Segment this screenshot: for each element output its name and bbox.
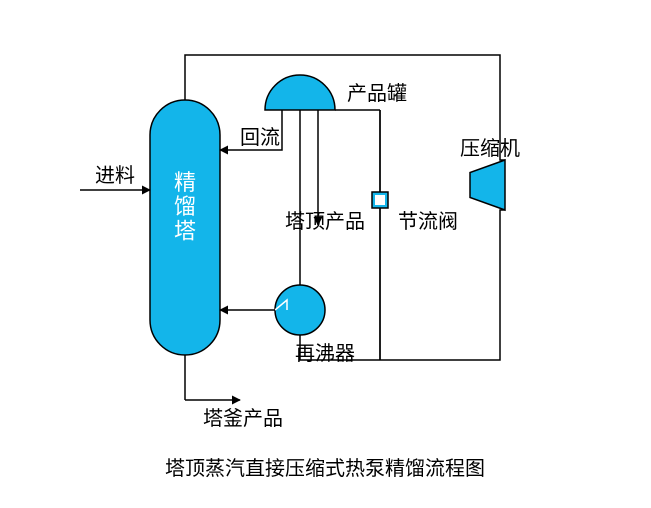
throttle-label: 节流阀 [398, 210, 458, 233]
bottom-product-label: 塔釜产品 [203, 407, 283, 430]
reboiler [275, 285, 325, 335]
compressor-label: 压缩机 [460, 137, 520, 160]
feed-label: 进料 [95, 164, 135, 187]
product-tank-label: 产品罐 [347, 82, 407, 105]
compressor [470, 160, 505, 210]
column-label: 精馏塔 [174, 170, 196, 243]
product-tank [265, 75, 335, 110]
throttle-valve-inner [375, 195, 385, 205]
caption: 塔顶蒸汽直接压缩式热泵精馏流程图 [165, 457, 485, 480]
overhead-product-label: 塔顶产品 [285, 210, 365, 233]
reflux-label: 回流 [240, 126, 280, 149]
pipe-overhead-to-compressor [185, 55, 505, 160]
reboiler-label: 再沸器 [295, 342, 355, 365]
